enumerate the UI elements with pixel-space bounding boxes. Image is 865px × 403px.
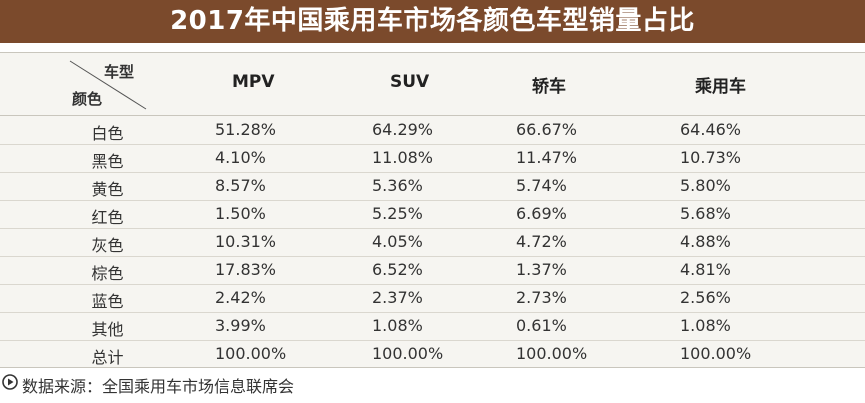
cell-mpv: 3.99% (215, 316, 266, 335)
row-label: 黑色 (91, 152, 124, 171)
corner-header-vehicle-type: 车型 (104, 63, 135, 81)
source-text: 数据来源：全国乘用车市场信息联席会 (22, 377, 295, 396)
row-label: 其他 (91, 320, 124, 339)
row-label: 蓝色 (91, 292, 124, 311)
cell-sedan: 100.00% (516, 344, 588, 363)
row-label: 总计 (91, 348, 124, 367)
cell-suv: 5.25% (372, 204, 423, 223)
header-divider (0, 115, 865, 116)
cell-mpv: 100.00% (215, 344, 287, 363)
cell-mpv: 2.42% (215, 288, 266, 307)
table-row: 其他 3.99% 1.08% 0.61% 1.08% (0, 312, 865, 341)
cell-sedan: 11.47% (516, 148, 578, 167)
table-row: 棕色 17.83% 6.52% 1.37% 4.81% (0, 256, 865, 285)
column-header-mpv: MPV (232, 72, 275, 92)
cell-mpv: 51.28% (215, 120, 277, 139)
cell-sedan: 6.69% (516, 204, 567, 223)
column-header-passenger-car: 乘用车 (695, 77, 746, 97)
cell-mpv: 10.31% (215, 232, 277, 251)
cell-sedan: 2.73% (516, 288, 567, 307)
cell-suv: 11.08% (372, 148, 434, 167)
play-circle-icon (2, 374, 18, 390)
cell-sedan: 1.37% (516, 260, 567, 279)
title-bar (0, 0, 865, 43)
table-row: 黑色 4.10% 11.08% 11.47% 10.73% (0, 144, 865, 173)
cell-suv: 6.52% (372, 260, 423, 279)
cell-sedan: 0.61% (516, 316, 567, 335)
cell-suv: 5.36% (372, 176, 423, 195)
cell-mpv: 4.10% (215, 148, 266, 167)
row-label: 棕色 (91, 264, 124, 283)
chart-title: 2017年中国乘用车市场各颜色车型销量占比 (170, 6, 695, 36)
cell-suv: 1.08% (372, 316, 423, 335)
row-label: 灰色 (91, 236, 124, 255)
cell-passenger-car: 10.73% (680, 148, 742, 167)
column-header-sedan: 轿车 (532, 77, 566, 97)
cell-passenger-car: 5.80% (680, 176, 731, 195)
cell-sedan: 66.67% (516, 120, 578, 139)
source-note: 数据来源：全国乘用车市场信息联席会 (0, 370, 865, 398)
cell-mpv: 17.83% (215, 260, 277, 279)
cell-sedan: 5.74% (516, 176, 567, 195)
cell-suv: 100.00% (372, 344, 444, 363)
table-row: 白色 51.28% 64.29% 66.67% 64.46% (0, 116, 865, 145)
row-label: 白色 (91, 124, 124, 143)
column-header-suv: SUV (390, 72, 430, 92)
cell-passenger-car: 4.81% (680, 260, 731, 279)
table-row: 黄色 8.57% 5.36% 5.74% 5.80% (0, 172, 865, 201)
cell-suv: 64.29% (372, 120, 434, 139)
table-row: 灰色 10.31% 4.05% 4.72% 4.88% (0, 228, 865, 257)
cell-passenger-car: 64.46% (680, 120, 742, 139)
table-row: 总计 100.00% 100.00% 100.00% 100.00% (0, 340, 865, 368)
cell-suv: 4.05% (372, 232, 423, 251)
corner-diagonal (69, 60, 147, 110)
cell-sedan: 4.72% (516, 232, 567, 251)
cell-mpv: 8.57% (215, 176, 266, 195)
cell-suv: 2.37% (372, 288, 423, 307)
cell-passenger-car: 100.00% (680, 344, 752, 363)
table-row: 红色 1.50% 5.25% 6.69% 5.68% (0, 200, 865, 229)
corner-header-color: 颜色 (72, 90, 103, 108)
table-row: 蓝色 2.42% 2.37% 2.73% 2.56% (0, 284, 865, 313)
data-table: 车型 颜色 MPV SUV 轿车 乘用车 白色 51.28% 64.29% 66.67… (0, 52, 865, 368)
cell-passenger-car: 2.56% (680, 288, 731, 307)
cell-passenger-car: 5.68% (680, 204, 731, 223)
cell-passenger-car: 4.88% (680, 232, 731, 251)
cell-passenger-car: 1.08% (680, 316, 731, 335)
cell-mpv: 1.50% (215, 204, 266, 223)
row-label: 红色 (91, 208, 124, 227)
row-label: 黄色 (91, 180, 124, 199)
